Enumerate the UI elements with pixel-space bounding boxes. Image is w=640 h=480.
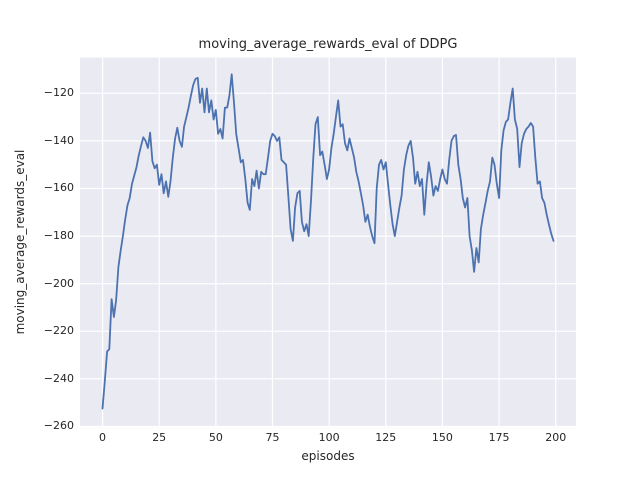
x-tick-label: 200 — [545, 431, 567, 444]
x-tick-label: 100 — [318, 431, 340, 444]
x-tick-label: 75 — [265, 431, 280, 444]
x-tick-label: 0 — [99, 431, 107, 444]
y-tick-label: −140 — [43, 133, 74, 147]
reward-line-series — [101, 73, 555, 410]
gridlines — [80, 57, 576, 428]
x-axis-label: episodes — [301, 449, 355, 463]
y-tick-label: −220 — [43, 324, 74, 338]
y-tick-label: −180 — [43, 229, 74, 243]
axes-background — [80, 57, 576, 428]
y-tick-label: −120 — [43, 86, 74, 100]
chart-title: moving_average_rewards_eval of DDPG — [198, 37, 458, 52]
y-tick-label: −240 — [43, 371, 74, 385]
y-tick-label: −260 — [43, 419, 74, 433]
x-tick-label: 150 — [431, 431, 453, 444]
x-tick-label: 25 — [152, 431, 167, 444]
y-tick-label: −160 — [43, 181, 74, 195]
y-tick-label: −200 — [43, 276, 74, 290]
x-tick-label: 50 — [208, 431, 223, 444]
x-tick-label: 125 — [375, 431, 397, 444]
x-tick-label: 175 — [488, 431, 510, 444]
